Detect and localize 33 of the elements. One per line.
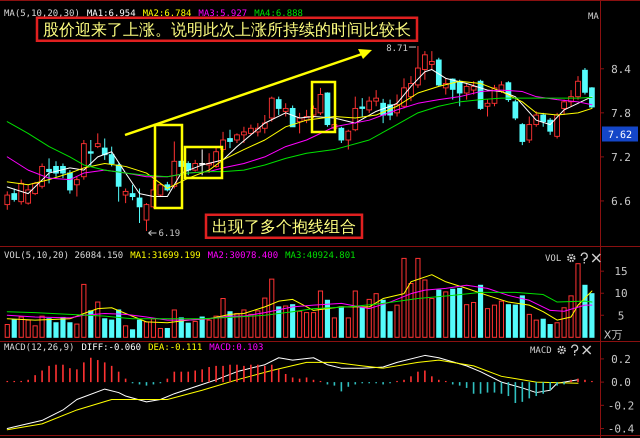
y-tick-label: 10 (614, 287, 628, 300)
annotation: 出现了多个抱线组合 (212, 216, 356, 236)
y-tick-label: 15 (614, 265, 628, 278)
y-tick-label: 7.8 (611, 106, 631, 120)
legend-title: VOL(5,10,20) 26084.150 (4, 251, 124, 261)
text: MA4:6.888 (254, 9, 303, 19)
text: MA2:6.784 (142, 9, 192, 19)
text: MA3:5.927 (198, 9, 248, 19)
y-tick-label: -0.4 (608, 422, 635, 436)
annotation: VOL (545, 254, 562, 264)
series-label: MACD:0.103 (209, 343, 264, 353)
y-tick-label: 6.6 (611, 194, 631, 208)
text: MA2:30078.400 (208, 251, 278, 261)
y-tick-label: 8.4 (611, 62, 632, 76)
text: DEA:-0.111 (148, 343, 202, 353)
text: MA1:6.954 (86, 9, 136, 19)
annotation: MACD (530, 346, 552, 356)
annotation: 6.19 (158, 229, 180, 240)
annotation: 8.71 (386, 44, 408, 54)
y-axis-title: X万 (604, 328, 622, 342)
y-tick-label: 5 (618, 309, 624, 322)
annotation: MA (588, 12, 600, 22)
text: 7.62 (608, 130, 632, 141)
annotation: 股价迎来了上涨。说明此次上涨所持续的时间比较长 (43, 20, 411, 39)
y-tick-label: -0.2 (608, 399, 634, 412)
y-tick-label: 0.2 (611, 352, 631, 366)
text: DIFF:-0.060 (81, 343, 142, 353)
y-tick-label: 0.0 (611, 376, 631, 390)
text: MA3:40924.801 (285, 251, 356, 261)
text: MA1:31699.199 (130, 251, 201, 261)
y-tick-label: 7.2 (611, 150, 631, 164)
legend-title: MACD(12,26,9) (4, 343, 74, 353)
legend-title: MA(5,10,20,30) (4, 9, 80, 19)
